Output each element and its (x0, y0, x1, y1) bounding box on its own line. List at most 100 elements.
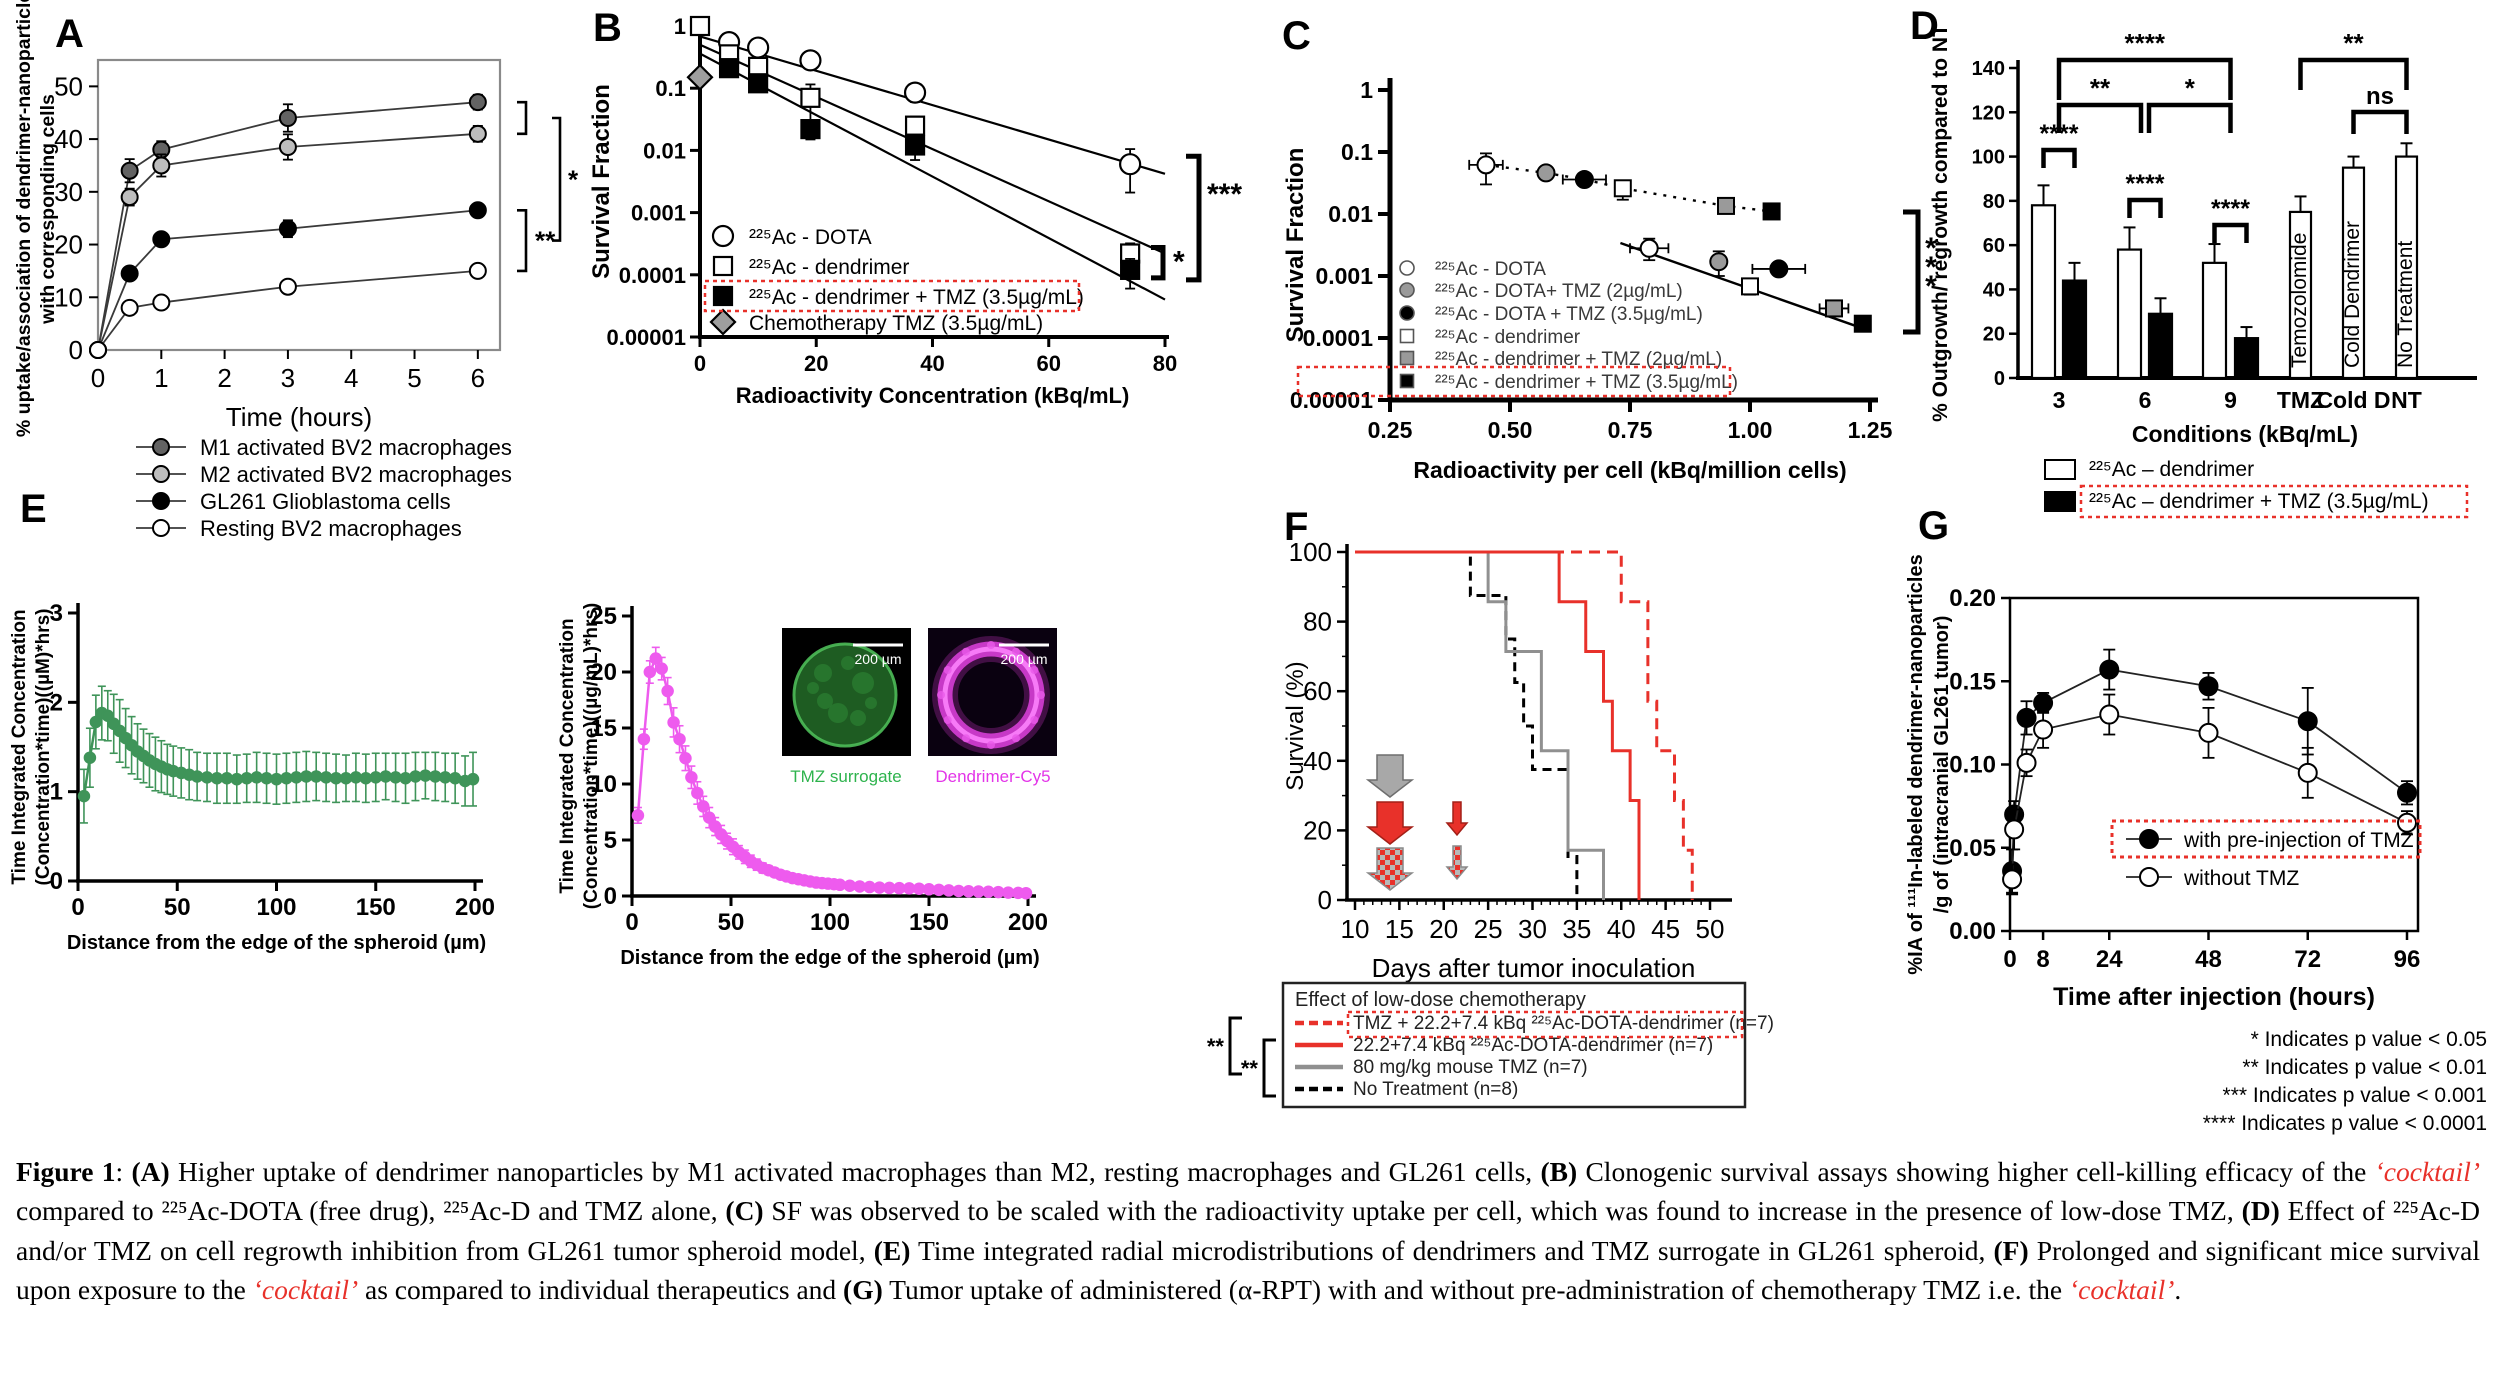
svg-text:140: 140 (1972, 58, 2005, 80)
data-point (83, 751, 97, 764)
svg-text:**: ** (2090, 73, 2111, 103)
svg-text:0: 0 (50, 868, 63, 895)
svg-text:Survival (%): Survival (%) (1282, 661, 1309, 790)
data-point (679, 751, 692, 765)
svg-text:Time Integrated Concentration: Time Integrated Concentration (557, 618, 578, 893)
data-point (2198, 722, 2219, 743)
caption-text: SF was observed to be scaled with the ra… (763, 1195, 2242, 1227)
data-point (1120, 259, 1141, 280)
svg-text:150: 150 (909, 909, 949, 936)
svg-text:22.2+7.4 kBq ²²⁵Ac-DOTA-dendri: 22.2+7.4 kBq ²²⁵Ac-DOTA-dendrimer (n=7) (1353, 1035, 1713, 1056)
data-point (2033, 692, 2054, 713)
svg-text:60: 60 (1037, 351, 1061, 376)
data-point (152, 230, 171, 249)
km-curve (1355, 550, 1641, 900)
svg-text:1.00: 1.00 (1728, 417, 1773, 443)
svg-text:²²⁵Ac – dendrimer + TMZ (3.5µg: ²²⁵Ac – dendrimer + TMZ (3.5µg/mL) (2089, 490, 2429, 513)
svg-text:%IA of ¹¹¹In-labeled dendrimer: %IA of ¹¹¹In-labeled dendrimer-nanoparti… (1905, 554, 1927, 974)
data-point (1399, 328, 1415, 344)
data-point (1536, 163, 1556, 183)
caption-text: Prolonged and significant mice survival … (16, 1234, 2480, 1305)
svg-text:9: 9 (2224, 387, 2237, 413)
data-point (2033, 719, 2054, 740)
data-point (278, 219, 297, 238)
panel-e-label: E (20, 487, 47, 531)
data-point (748, 73, 769, 94)
panel-g: 0.00 0.05 0.10 0.15 0.20 0 8 24 48 72 96 Time after… (1900, 503, 2496, 1136)
data-point (661, 684, 674, 698)
svg-text:²²⁵Ac - dendrimer + TMZ (2µg/m: ²²⁵Ac - dendrimer + TMZ (2µg/mL) (1435, 349, 1722, 370)
svg-text:3: 3 (281, 363, 295, 393)
panel-a: 0 10 20 30 40 50 0 1 2 3 4 5 6 Time (hours) % uptake/a… (8, 0, 593, 550)
data-point (1639, 238, 1659, 258)
svg-text:6: 6 (2139, 387, 2152, 413)
sig-bracket (1903, 209, 1921, 335)
data-point (685, 771, 698, 784)
svg-text:20: 20 (590, 659, 617, 686)
data-point (152, 156, 171, 175)
panel-a-label: A (55, 12, 84, 56)
svg-text:8: 8 (2036, 946, 2049, 973)
caption-text: (A) (131, 1156, 170, 1187)
highlight-box (2110, 819, 2422, 859)
svg-text:25: 25 (1474, 914, 1503, 944)
svg-text:200 µm: 200 µm (855, 651, 902, 667)
data-point (799, 49, 822, 72)
data-point (2139, 867, 2159, 887)
panel-c: 1 0.1 0.01 0.001 0.0001 0.00001 0.25 0.50 0.75 1.… (1282, 0, 1955, 510)
panel-f-svg: 0 20 40 60 80 100 10 15 20 25 30 35 40 45 50 Survival (… (1207, 537, 1774, 1109)
svg-text:0: 0 (1994, 368, 2005, 390)
svg-text:5: 5 (604, 827, 617, 854)
svg-text:3: 3 (50, 600, 63, 627)
caption-text: (C) (725, 1195, 764, 1227)
svg-text:No Treatment: No Treatment (2394, 241, 2417, 368)
svg-text:GL261 Glioblastoma cells: GL261 Glioblastoma cells (200, 489, 451, 514)
svg-text:0.75: 0.75 (1608, 417, 1653, 443)
data-point (1762, 202, 1781, 221)
svg-text:Resting BV2 macrophages: Resting BV2 macrophages (200, 516, 462, 541)
data-point (278, 277, 297, 296)
svg-text:²²⁵Ac - DOTA + TMZ (3.5µg/mL): ²²⁵Ac - DOTA + TMZ (3.5µg/mL) (1435, 304, 1703, 325)
svg-text:1: 1 (674, 14, 686, 39)
svg-text:Time after injection (hours): Time after injection (hours) (2053, 983, 2375, 1011)
svg-text:with pre-injection of TMZ: with pre-injection of TMZ (2183, 829, 2414, 852)
svg-text:0.00: 0.00 (1949, 918, 1996, 945)
svg-text:200: 200 (1008, 909, 1048, 936)
panel-e-right-svg: 0 5 10 15 20 25 0 50 100 150 200 Distance from the … (557, 603, 1057, 969)
sig-bracket (2127, 197, 2163, 218)
svg-text:**: ** (1207, 1034, 1225, 1059)
panel-d-label: D (1910, 4, 1939, 48)
panel-b-svg: 1 0.1 0.01 0.001 0.0001 0.00001 0 20 40 60 80 Radio… (588, 14, 1242, 408)
svg-text:NT: NT (2391, 387, 2422, 413)
data-point (904, 135, 926, 156)
data-point (747, 36, 770, 59)
data-point (649, 652, 663, 665)
svg-text:15: 15 (1385, 914, 1414, 944)
data-point (903, 81, 927, 104)
highlight-box (703, 279, 1081, 313)
data-point (1769, 259, 1789, 279)
caption-text: Clonogenic survival assays showing highe… (1577, 1156, 2375, 1187)
data-point (2297, 711, 2318, 732)
svg-text:*: * (1925, 270, 1937, 303)
svg-text:0: 0 (2003, 946, 2016, 973)
km-curve (1355, 550, 1694, 900)
caption-text: Effect of ²²⁵Ac-D and/or TMZ on cell reg… (16, 1195, 2480, 1266)
svg-text:ns: ns (2366, 83, 2394, 110)
panel-g-label: G (1918, 504, 1950, 548)
svg-text:0.20: 0.20 (1949, 585, 1996, 612)
svg-text:150: 150 (356, 894, 396, 921)
panel-g-legend: with pre-injection of TMZ without TMZ (2110, 819, 2422, 890)
data-point (2004, 819, 2025, 840)
svg-text:35: 35 (1562, 914, 1591, 944)
svg-text:Chemotherapy TMZ (3.5µg/mL): Chemotherapy TMZ (3.5µg/mL) (749, 312, 1043, 335)
caption-text: compared to ²²⁵Ac-DOTA (free drug), ²²⁵A… (16, 1195, 726, 1227)
svg-text:**: ** (535, 226, 556, 256)
panel-b-legend: ²²⁵Ac - DOTA ²²⁵Ac - dendrimer ²²⁵Ac - den… (703, 224, 1084, 336)
svg-text:4: 4 (344, 363, 358, 393)
data-point (643, 665, 657, 679)
data-point (673, 732, 686, 746)
panel-d-svg: 0 20 40 60 80 100 120 140 % Outgrowth/ regrowth … (1929, 24, 2477, 519)
